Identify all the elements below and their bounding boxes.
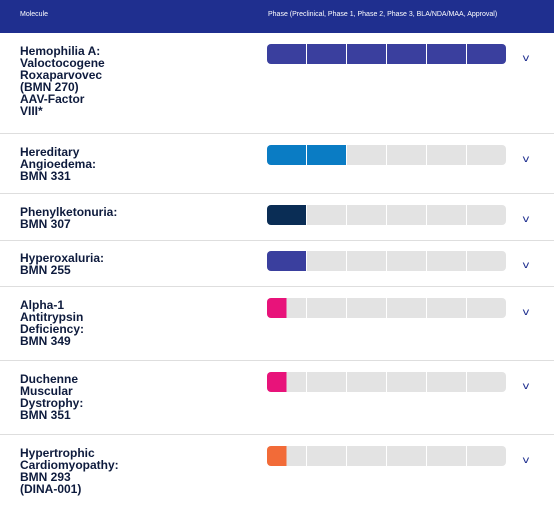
phase-segment — [467, 298, 506, 318]
phase-segment — [427, 145, 467, 165]
phase-segment — [387, 145, 427, 165]
molecule-name: Hemophilia A: Valoctocogene Roxaparvovec… — [20, 44, 105, 118]
chevron-down-icon[interactable]: v — [522, 214, 530, 225]
table-header: Molecule Phase (Preclinical, Phase 1, Ph… — [0, 0, 554, 33]
phase-segment — [307, 251, 347, 271]
phase-progress-bar — [267, 205, 506, 225]
phase-segment — [387, 205, 427, 225]
phase-progress-bar — [267, 44, 506, 64]
phase-segment — [467, 205, 506, 225]
chevron-down-icon[interactable]: v — [522, 381, 530, 392]
phase-column-header: Phase (Preclinical, Phase 1, Phase 2, Ph… — [268, 11, 498, 18]
phase-segment — [427, 298, 467, 318]
pipeline-row-hypertrophic-cardiomyopathy[interactable]: Hypertrophic Cardiomyopathy: BMN 293 (DI… — [0, 435, 554, 506]
phase-segment — [467, 145, 506, 165]
phase-progress-bar — [267, 446, 506, 466]
phase-segment — [387, 372, 427, 392]
phase-segment — [267, 145, 307, 165]
phase-progress-bar — [267, 145, 506, 165]
phase-segment — [347, 298, 387, 318]
chevron-down-icon[interactable]: v — [522, 53, 530, 64]
phase-segment — [427, 205, 467, 225]
phase-segment — [307, 372, 347, 392]
phase-segment — [347, 251, 387, 271]
phase-segment — [347, 145, 387, 165]
phase-segment — [427, 44, 467, 64]
phase-segment — [427, 251, 467, 271]
molecule-column-header: Molecule — [20, 11, 49, 18]
molecule-name: Duchenne Muscular Dystrophy: BMN 351 — [20, 372, 84, 422]
phase-progress-bar — [267, 251, 506, 271]
phase-segment — [307, 44, 347, 64]
phase-segment — [467, 251, 506, 271]
phase-progress-bar — [267, 298, 506, 318]
phase-segment — [467, 446, 506, 466]
phase-segment — [267, 446, 307, 466]
phase-segment — [467, 44, 506, 64]
phase-segment — [427, 372, 467, 392]
phase-segment — [347, 372, 387, 392]
phase-segment — [267, 372, 307, 392]
phase-progress-bar — [267, 372, 506, 392]
phase-segment — [307, 298, 347, 318]
chevron-down-icon[interactable]: v — [522, 455, 530, 466]
phase-segment — [387, 44, 427, 64]
chevron-down-icon[interactable]: v — [522, 260, 530, 271]
molecule-name: Alpha-1 Antitrypsin Deficiency: BMN 349 — [20, 298, 85, 348]
pipeline-row-duchenne[interactable]: Duchenne Muscular Dystrophy: BMN 351 v — [0, 361, 554, 435]
phase-segment — [427, 446, 467, 466]
phase-segment — [307, 446, 347, 466]
pipeline-row-hyperoxaluria[interactable]: Hyperoxaluria: BMN 255 v — [0, 241, 554, 287]
phase-segment — [387, 251, 427, 271]
chevron-down-icon[interactable]: v — [522, 154, 530, 165]
pipeline-row-alpha-1-antitrypsin[interactable]: Alpha-1 Antitrypsin Deficiency: BMN 349 … — [0, 287, 554, 361]
phase-segment — [307, 145, 347, 165]
molecule-name: Hereditary Angioedema: BMN 331 — [20, 145, 97, 183]
phase-segment — [347, 44, 387, 64]
molecule-name: Hyperoxaluria: BMN 255 — [20, 251, 105, 277]
phase-segment — [467, 372, 506, 392]
phase-segment — [267, 44, 307, 64]
phase-segment — [387, 298, 427, 318]
phase-segment — [267, 205, 307, 225]
phase-segment — [387, 446, 427, 466]
phase-segment — [347, 446, 387, 466]
pipeline-row-hereditary-angioedema[interactable]: Hereditary Angioedema: BMN 331 v — [0, 134, 554, 194]
molecule-name: Phenylketonuria: BMN 307 — [20, 205, 118, 231]
phase-segment — [267, 298, 307, 318]
molecule-name: Hypertrophic Cardiomyopathy: BMN 293 (DI… — [20, 446, 119, 496]
phase-segment — [307, 205, 347, 225]
chevron-down-icon[interactable]: v — [522, 307, 530, 318]
pipeline-row-phenylketonuria[interactable]: Phenylketonuria: BMN 307 v — [0, 194, 554, 241]
phase-segment — [347, 205, 387, 225]
pipeline-row-hemophilia-a[interactable]: Hemophilia A: Valoctocogene Roxaparvovec… — [0, 33, 554, 134]
phase-segment — [267, 251, 307, 271]
